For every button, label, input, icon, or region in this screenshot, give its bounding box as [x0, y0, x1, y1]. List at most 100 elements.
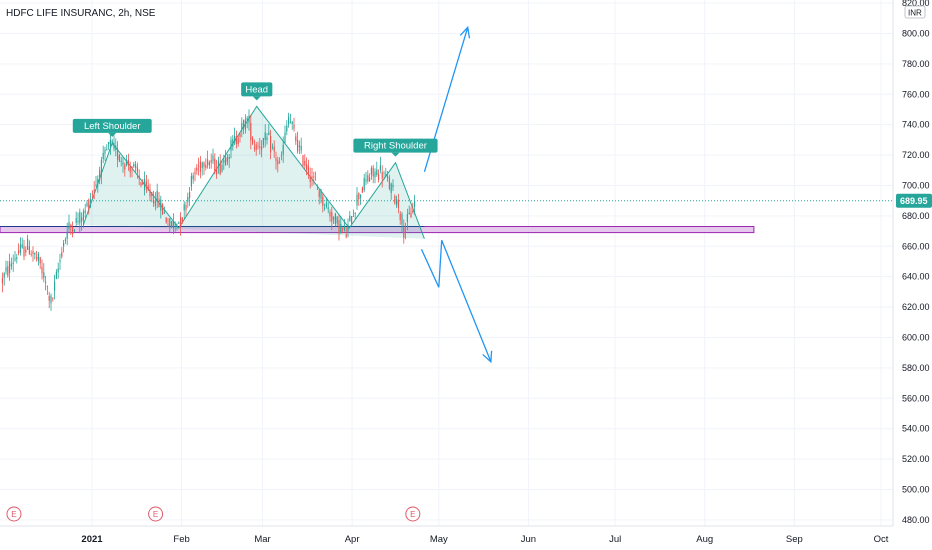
- candle-body: [203, 162, 205, 168]
- candle-body: [322, 196, 324, 206]
- candle-body: [264, 132, 266, 140]
- pattern-labels[interactable]: Left Shoulder Head Right Shoulder: [72, 82, 438, 157]
- pattern-label-text: Right Shoulder: [364, 141, 427, 152]
- candle-body: [408, 212, 410, 215]
- candle-body: [140, 182, 142, 186]
- y-tick-label: 660.00: [902, 241, 930, 251]
- earnings-marker[interactable]: E: [405, 506, 421, 522]
- earnings-marker-circle: [148, 506, 164, 522]
- candle-body: [370, 168, 372, 175]
- candle-body: [46, 286, 48, 288]
- candle-body: [257, 145, 259, 147]
- candle-body: [248, 115, 250, 123]
- candle-body: [298, 145, 300, 148]
- candle-body: [406, 214, 408, 222]
- candle-body: [16, 257, 18, 259]
- candle-body: [304, 160, 306, 166]
- candle-body: [160, 199, 162, 211]
- candle-body: [394, 195, 396, 204]
- candle-body: [399, 213, 401, 221]
- candle-body: [43, 272, 45, 278]
- candle-body: [169, 218, 171, 227]
- candle-body: [387, 176, 389, 178]
- pattern-label[interactable]: Right Shoulder: [353, 138, 438, 157]
- candle-body: [196, 167, 198, 171]
- projection-arrows[interactable]: [420, 25, 493, 364]
- candle-body: [113, 142, 115, 149]
- projection-up-arrow-head: [459, 25, 471, 39]
- candle-body: [12, 262, 14, 264]
- candle-body: [185, 205, 187, 211]
- candle-body: [19, 244, 21, 253]
- price-axis[interactable]: 820.00 800.00 780.00 760.00 740.00 720.00 700.…: [902, 0, 930, 525]
- candle-body: [307, 165, 309, 175]
- candle-body: [403, 227, 405, 238]
- candle-body: [369, 177, 371, 182]
- candle-body: [266, 137, 268, 141]
- candle-body: [367, 175, 369, 182]
- candle-body: [226, 157, 228, 163]
- candle-body: [109, 139, 111, 147]
- candle-body: [68, 221, 70, 230]
- candle-body: [208, 162, 210, 166]
- candle-body: [379, 165, 381, 171]
- candle-body: [3, 273, 5, 278]
- candle-body: [216, 168, 218, 175]
- candle-body: [108, 142, 110, 144]
- pattern-label-text: Head: [245, 84, 268, 95]
- candle-body: [280, 155, 282, 157]
- candle-body: [23, 246, 25, 257]
- candle-body: [252, 137, 254, 144]
- candle-body: [385, 174, 387, 177]
- candle-body: [261, 146, 263, 150]
- time-axis[interactable]: 2021 Feb Mar Apr May Jun Jul Aug Sep Oct: [81, 534, 888, 545]
- projection-down-arrow: [420, 239, 492, 363]
- candle-body: [102, 152, 104, 160]
- earnings-marker[interactable]: E: [148, 506, 164, 522]
- candle-body: [397, 199, 399, 208]
- y-tick-label: 580.00: [902, 363, 930, 373]
- candle-body: [57, 268, 59, 273]
- candle-body: [7, 266, 9, 276]
- candle-body: [217, 160, 219, 167]
- candle-body: [88, 199, 90, 211]
- x-tick-label: May: [430, 534, 448, 545]
- earnings-marker[interactable]: E: [6, 506, 22, 522]
- candle-body: [223, 160, 225, 163]
- candle-body: [259, 146, 261, 148]
- y-tick-label: 680.00: [902, 211, 930, 221]
- candle-body: [250, 122, 252, 141]
- candle-body: [124, 164, 126, 170]
- candle-body: [1, 278, 3, 284]
- candle-body: [279, 162, 281, 163]
- pattern-label[interactable]: Head: [241, 82, 273, 101]
- candle-body: [381, 172, 383, 179]
- pattern-label[interactable]: Left Shoulder: [72, 118, 152, 137]
- candle-body: [333, 217, 335, 220]
- currency-badge[interactable]: INR: [904, 5, 926, 19]
- candle-body: [297, 139, 299, 152]
- pattern-label-text: Left Shoulder: [84, 121, 141, 132]
- candle-body: [72, 227, 74, 234]
- candle-body: [36, 257, 38, 259]
- candle-body: [315, 179, 317, 181]
- earnings-marker-letter: E: [153, 510, 158, 519]
- candle-body: [55, 271, 57, 280]
- y-tick-label: 700.00: [902, 180, 930, 190]
- candle-body: [273, 146, 275, 152]
- candle-body: [302, 155, 304, 166]
- y-tick-label: 520.00: [902, 454, 930, 464]
- candle-body: [410, 212, 412, 218]
- candle-body: [86, 202, 88, 207]
- candle-body: [194, 171, 196, 174]
- candle-body: [77, 220, 79, 222]
- candle-body: [32, 251, 34, 254]
- earnings-marker-circle: [405, 506, 421, 522]
- candle-body: [313, 176, 315, 178]
- candle-body: [41, 266, 43, 274]
- candle-body: [205, 165, 207, 168]
- candle-body: [165, 217, 167, 223]
- candle-body: [390, 183, 392, 193]
